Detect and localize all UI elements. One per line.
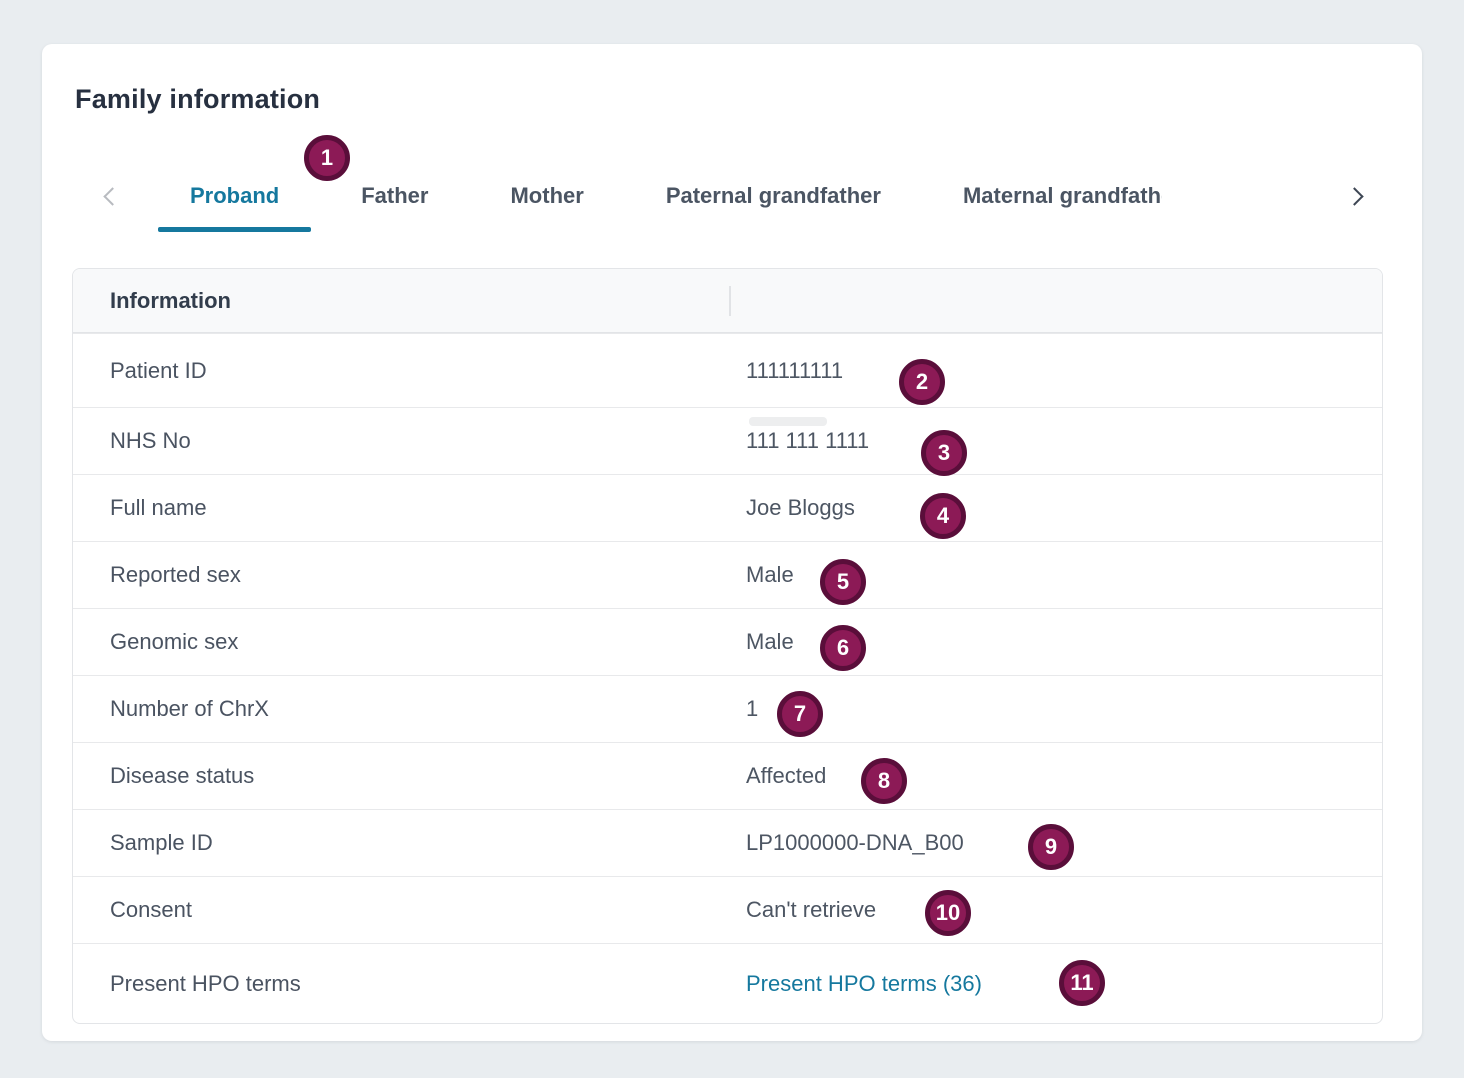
annotation-badge-8: 8 [861,758,907,804]
table-row-present-hpo-terms: Present HPO terms Present HPO terms (36) [73,943,1382,1023]
table-header: Information [73,269,1382,333]
row-label: Patient ID [110,357,207,383]
information-table: Information Patient ID 111111111 NHS No … [72,268,1383,1024]
table-row-patient-id: Patient ID 111111111 [73,333,1382,407]
column-divider [729,286,731,316]
row-value: 111 111 1111 [746,428,870,453]
family-member-tabs: Proband Father Mother Paternal grandfath… [42,158,1422,234]
table-row-number-of-chrx: Number of ChrX 1 [73,675,1382,742]
row-label: Sample ID [110,830,213,855]
row-value: Male [746,562,794,587]
row-label: Number of ChrX [110,696,269,721]
table-row-genomic-sex: Genomic sex Male [73,608,1382,675]
family-information-card: Family information Proband Father Mother… [42,44,1422,1041]
tab-maternal-grandfather-label: Maternal grandfather [962,183,1162,208]
row-value: LP1000000-DNA_B00 [746,830,964,855]
annotation-badge-1: 1 [304,135,350,181]
annotation-badge-4: 4 [920,493,966,539]
annotation-badge-11: 11 [1059,960,1105,1006]
tabs-viewport: Proband Father Mother Paternal grandfath… [138,158,1314,234]
table-row-consent: Consent Can't retrieve [73,876,1382,943]
row-value: 111111111 [746,357,844,383]
tab-father-label: Father [361,183,429,208]
tab-mother-label: Mother [510,183,584,208]
table-row-disease-status: Disease status Affected [73,742,1382,809]
tab-proband[interactable]: Proband [157,158,312,234]
tab-mother[interactable]: Mother [492,158,601,234]
tab-paternal-grandfather[interactable]: Paternal grandfather [648,158,899,234]
chevron-right-icon [1344,186,1364,206]
row-label: Disease status [110,763,255,788]
table-header-label: Information [110,287,231,313]
row-label: Consent [110,897,192,922]
row-value: Male [746,629,794,654]
table-row-nhs-no: NHS No 111 111 1111 [73,407,1382,474]
row-value: 1 [746,696,759,721]
annotation-badge-6: 6 [820,625,866,671]
row-value: Affected [746,763,827,788]
page-title: Family information [75,84,321,114]
redaction-smudge [749,417,827,426]
annotation-badge-3: 3 [921,430,967,476]
tabs-prev-button[interactable] [94,176,130,216]
tab-maternal-grandfather[interactable]: Maternal grandfather [945,158,1180,234]
table-row-reported-sex: Reported sex Male [73,541,1382,608]
tab-paternal-grandfather-label: Paternal grandfather [665,183,881,208]
row-label: NHS No [110,428,191,453]
row-label: Reported sex [110,562,241,587]
annotation-badge-9: 9 [1028,824,1074,870]
present-hpo-terms-link[interactable]: Present HPO terms (36) [746,970,982,996]
table-row-full-name: Full name Joe Bloggs [73,474,1382,541]
table-row-sample-id: Sample ID LP1000000-DNA_B00 [73,809,1382,876]
annotation-badge-7: 7 [777,691,823,737]
tabs-row: Proband Father Mother Paternal grandfath… [138,158,1314,234]
row-label: Present HPO terms [110,970,301,996]
row-label: Full name [110,495,207,520]
annotation-badge-10: 10 [925,890,971,936]
tabs-next-button[interactable] [1336,176,1372,216]
row-label: Genomic sex [110,629,239,654]
annotation-badge-5: 5 [820,559,866,605]
row-value: Joe Bloggs [746,495,855,520]
chevron-left-icon [102,186,122,206]
tab-father[interactable]: Father [343,158,446,234]
row-value: Can't retrieve [746,897,877,922]
tab-proband-label: Proband [190,183,280,208]
annotation-badge-2: 2 [899,359,945,405]
